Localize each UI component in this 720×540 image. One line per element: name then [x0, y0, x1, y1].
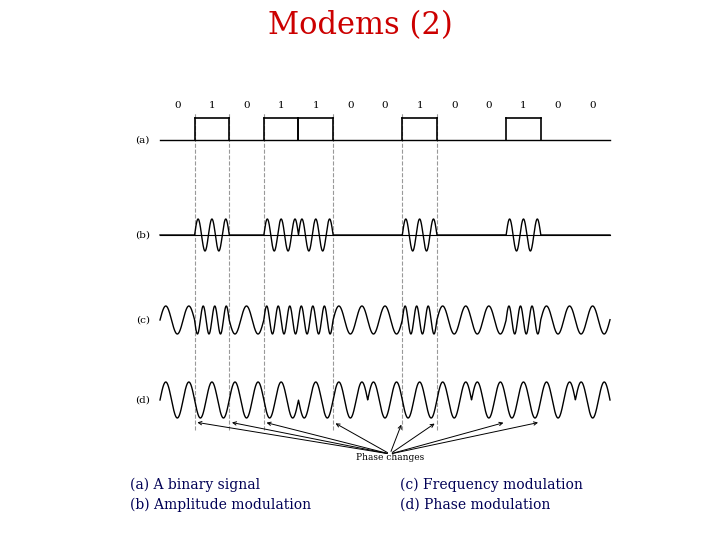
- Text: 1: 1: [520, 101, 527, 110]
- Text: (a) A binary signal: (a) A binary signal: [130, 478, 260, 492]
- Text: (b): (b): [135, 231, 150, 240]
- Text: 1: 1: [312, 101, 319, 110]
- Text: 0: 0: [347, 101, 354, 110]
- Text: 0: 0: [555, 101, 562, 110]
- Text: (c) Frequency modulation: (c) Frequency modulation: [400, 478, 583, 492]
- Text: (b) Amplitude modulation: (b) Amplitude modulation: [130, 498, 311, 512]
- Text: 1: 1: [209, 101, 215, 110]
- Text: 0: 0: [174, 101, 181, 110]
- Text: 0: 0: [382, 101, 388, 110]
- Text: 1: 1: [278, 101, 284, 110]
- Text: 0: 0: [485, 101, 492, 110]
- Text: (d) Phase modulation: (d) Phase modulation: [400, 498, 550, 512]
- Text: (c): (c): [136, 315, 150, 325]
- Text: (a): (a): [135, 136, 150, 145]
- Text: 1: 1: [416, 101, 423, 110]
- Text: Modems (2): Modems (2): [268, 10, 452, 41]
- Text: 0: 0: [590, 101, 596, 110]
- Text: 0: 0: [451, 101, 457, 110]
- Text: Phase changes: Phase changes: [356, 454, 424, 462]
- Text: (d): (d): [135, 395, 150, 404]
- Text: 0: 0: [243, 101, 250, 110]
